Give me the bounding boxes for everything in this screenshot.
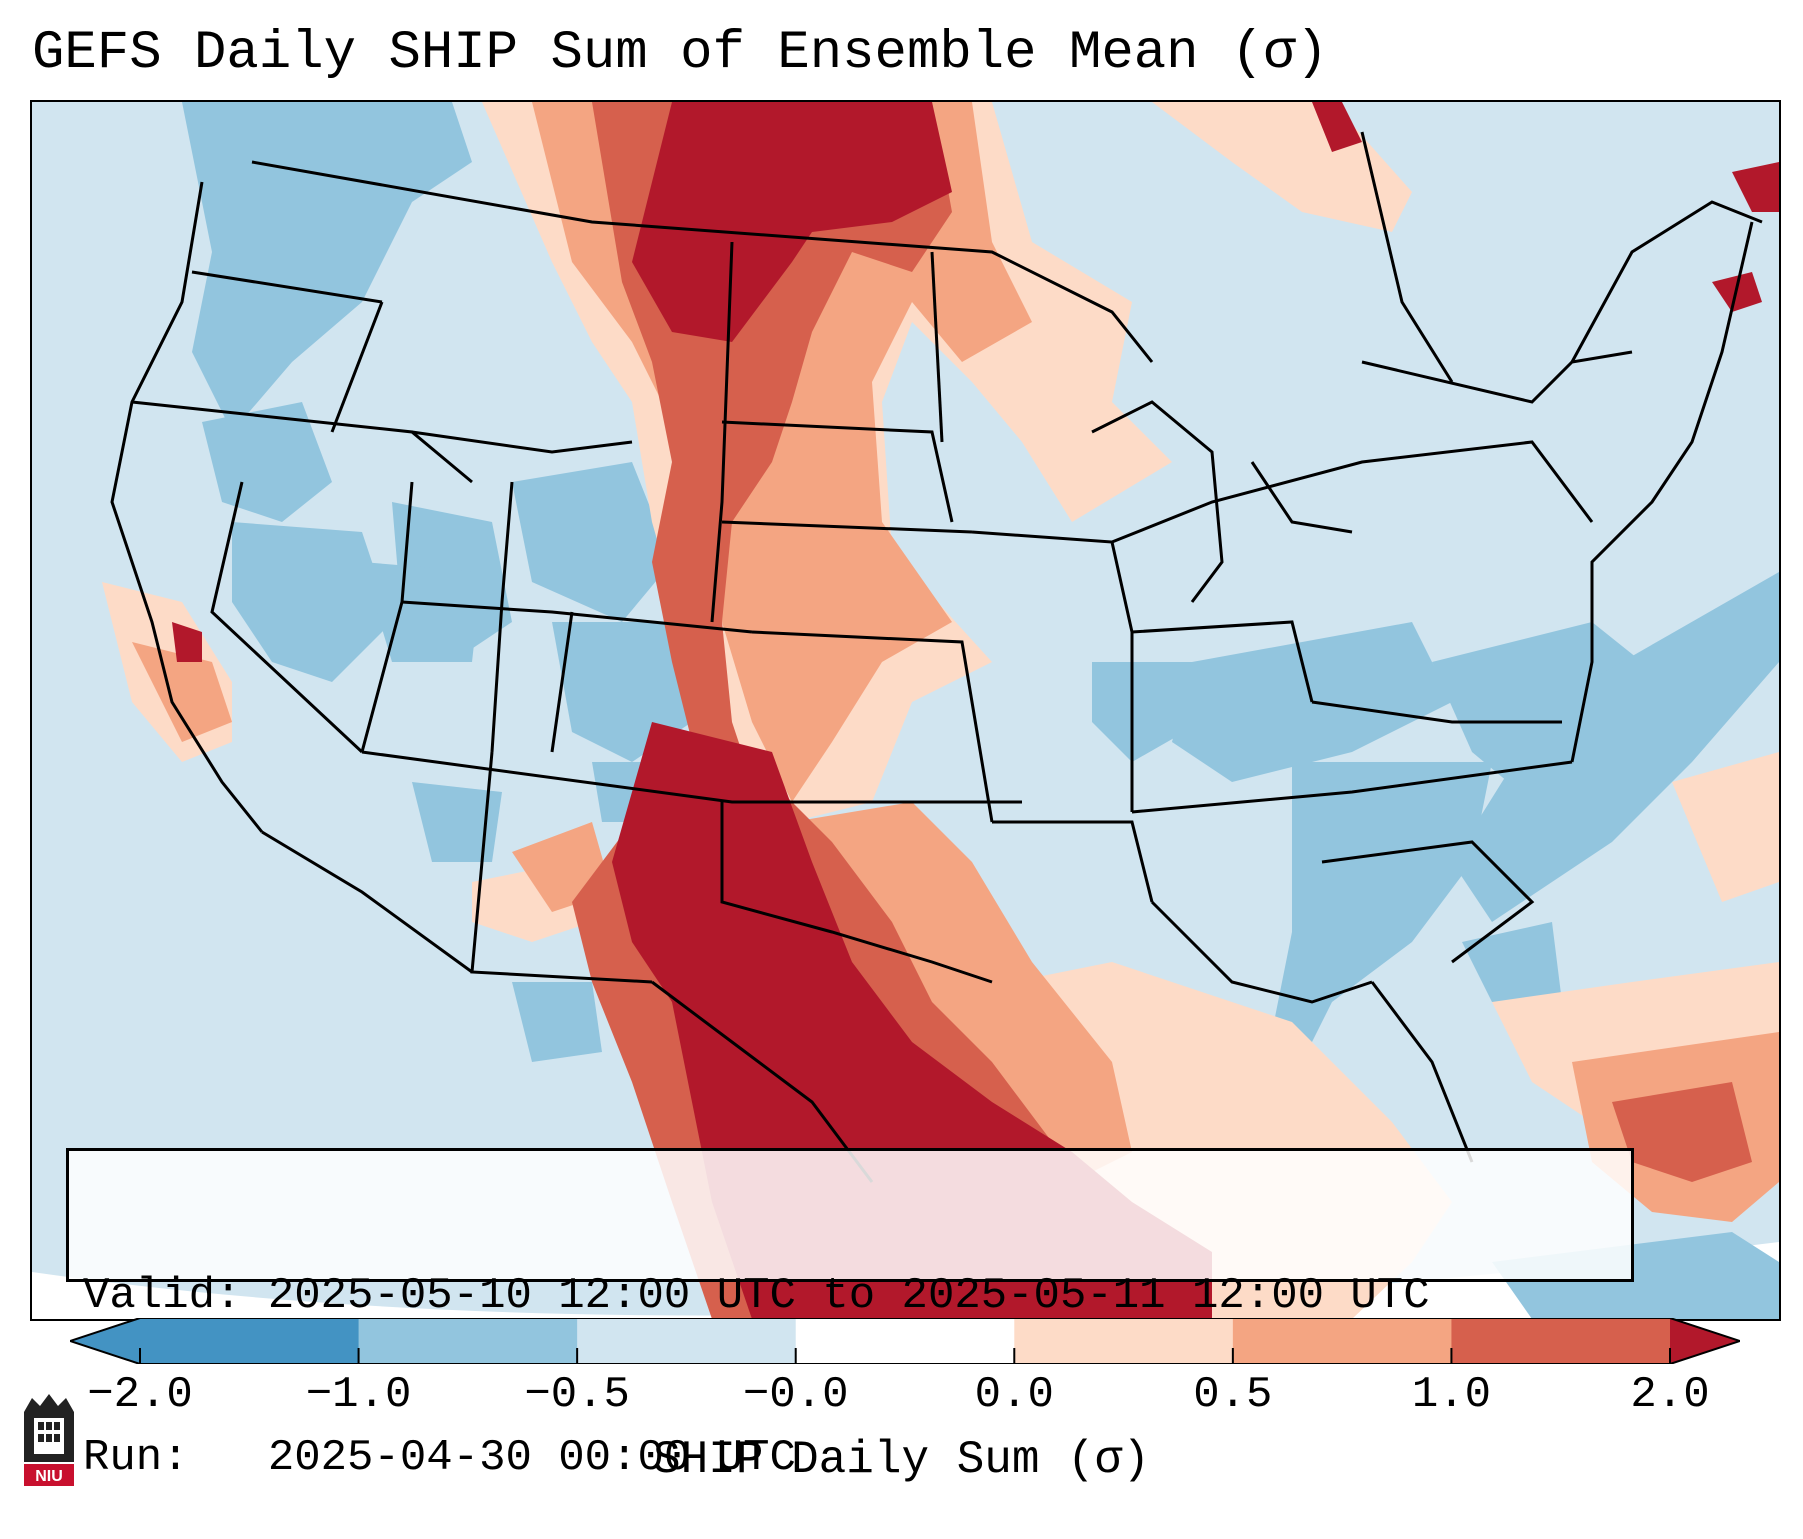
colorbar-label: SHIP Daily Sum (σ)	[653, 1434, 1150, 1486]
colorbar-segment	[1451, 1318, 1671, 1364]
ship-anomaly-map	[30, 100, 1781, 1321]
colorbar-tick-label: 1.0	[1411, 1370, 1492, 1420]
colorbar-tick-label: 0.0	[974, 1370, 1054, 1420]
colorbar-tick-label: −1.0	[305, 1370, 412, 1420]
niu-logo-icon: NIU	[24, 1394, 74, 1486]
colorbar-segment	[358, 1318, 578, 1364]
colorbar-segment	[1014, 1318, 1234, 1364]
colorbar-segment	[577, 1318, 797, 1364]
colorbar-tick-label: −0.0	[742, 1370, 849, 1420]
colorbar-segment	[795, 1318, 1015, 1364]
colorbar	[70, 1318, 1740, 1364]
run-time-line: Run: 2025-04-30 00:00 UTC	[83, 1433, 796, 1483]
colorbar-tick-label: 0.5	[1193, 1370, 1273, 1420]
colorbar-extend-low	[70, 1318, 140, 1364]
valid-time-line: Valid: 2025-05-10 12:00 UTC to 2025-05-1…	[83, 1271, 1430, 1321]
colorbar-tick-label: −0.5	[524, 1370, 630, 1420]
political-borders	[110, 131, 1763, 1183]
map-title: GEFS Daily SHIP Sum of Ensemble Mean (σ)	[32, 23, 1329, 84]
svg-text:NIU: NIU	[35, 1468, 63, 1485]
colorbar-tick-label: −2.0	[87, 1370, 193, 1420]
valid-run-info-box: Valid: 2025-05-10 12:00 UTC to 2025-05-1…	[66, 1148, 1634, 1483]
colorbar-segment	[140, 1318, 360, 1364]
colorbar-segment	[1232, 1318, 1452, 1364]
colorbar-tick-label: 2.0	[1630, 1370, 1710, 1420]
map-canvas	[32, 102, 1779, 1319]
colorbar-extend-high	[1670, 1318, 1740, 1364]
